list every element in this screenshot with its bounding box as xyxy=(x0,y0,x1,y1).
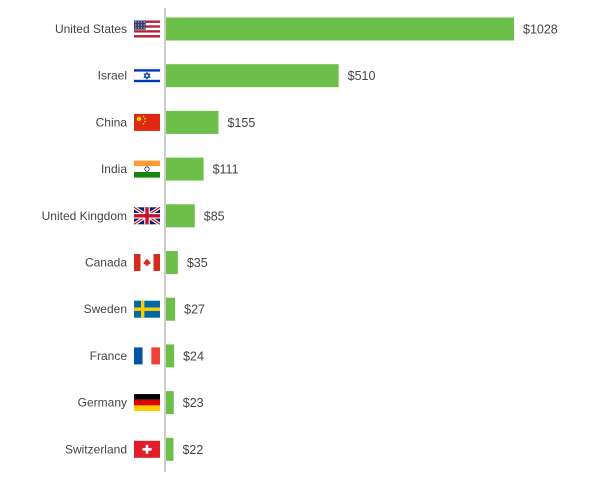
category-label: Canada xyxy=(85,256,127,270)
france-flag-icon xyxy=(134,347,160,365)
india-flag-icon xyxy=(134,160,160,178)
bar xyxy=(166,344,175,368)
bar-row: Germany $23 xyxy=(78,391,204,415)
bar-row: Canada $35 xyxy=(85,251,208,274)
bar-row: United Kingdom $85 xyxy=(42,204,225,228)
bar-row: France $24 xyxy=(90,344,204,368)
value-label: $111 xyxy=(213,163,239,177)
value-label: $22 xyxy=(182,443,203,457)
category-label: Sweden xyxy=(84,302,127,316)
bar xyxy=(166,64,339,88)
category-label: Israel xyxy=(98,69,127,83)
category-label: China xyxy=(96,115,128,129)
category-label: United Kingdom xyxy=(42,209,127,223)
uk-flag-icon xyxy=(133,205,161,226)
bar xyxy=(166,110,219,134)
bar xyxy=(166,251,178,274)
bar xyxy=(166,157,204,181)
value-label: $24 xyxy=(183,349,204,363)
bar xyxy=(166,297,176,321)
israel-flag-icon xyxy=(133,66,161,85)
bar-row: Sweden $27 xyxy=(84,297,205,321)
sweden-flag-icon xyxy=(134,300,160,318)
germany-flag-icon xyxy=(134,394,160,412)
bar xyxy=(166,17,514,41)
us-flag-icon xyxy=(134,20,160,38)
value-label: $1028 xyxy=(523,23,558,37)
value-label: $23 xyxy=(183,396,204,410)
value-label: $27 xyxy=(184,303,205,317)
value-label: $35 xyxy=(187,256,208,270)
category-label: France xyxy=(90,349,128,363)
value-label: $85 xyxy=(204,209,225,223)
canada-flag-icon xyxy=(134,254,160,271)
category-label: United States xyxy=(55,22,127,36)
china-flag-icon xyxy=(134,113,160,131)
category-label: India xyxy=(101,162,127,176)
value-label: $510 xyxy=(348,69,376,83)
bar-row: Israel $510 xyxy=(98,64,376,88)
bar-row: Switzerland $22 xyxy=(65,437,203,461)
bar-row: China $155 xyxy=(96,110,255,134)
bar xyxy=(166,437,174,461)
bar xyxy=(166,204,195,228)
bar-row: India $111 xyxy=(101,157,239,181)
bar-row: United States $1028 xyxy=(55,17,558,41)
category-label: Switzerland xyxy=(65,442,127,456)
value-label: $155 xyxy=(227,116,255,130)
switzerland-flag-icon xyxy=(134,440,160,458)
category-label: Germany xyxy=(78,396,127,410)
bar xyxy=(166,391,174,415)
